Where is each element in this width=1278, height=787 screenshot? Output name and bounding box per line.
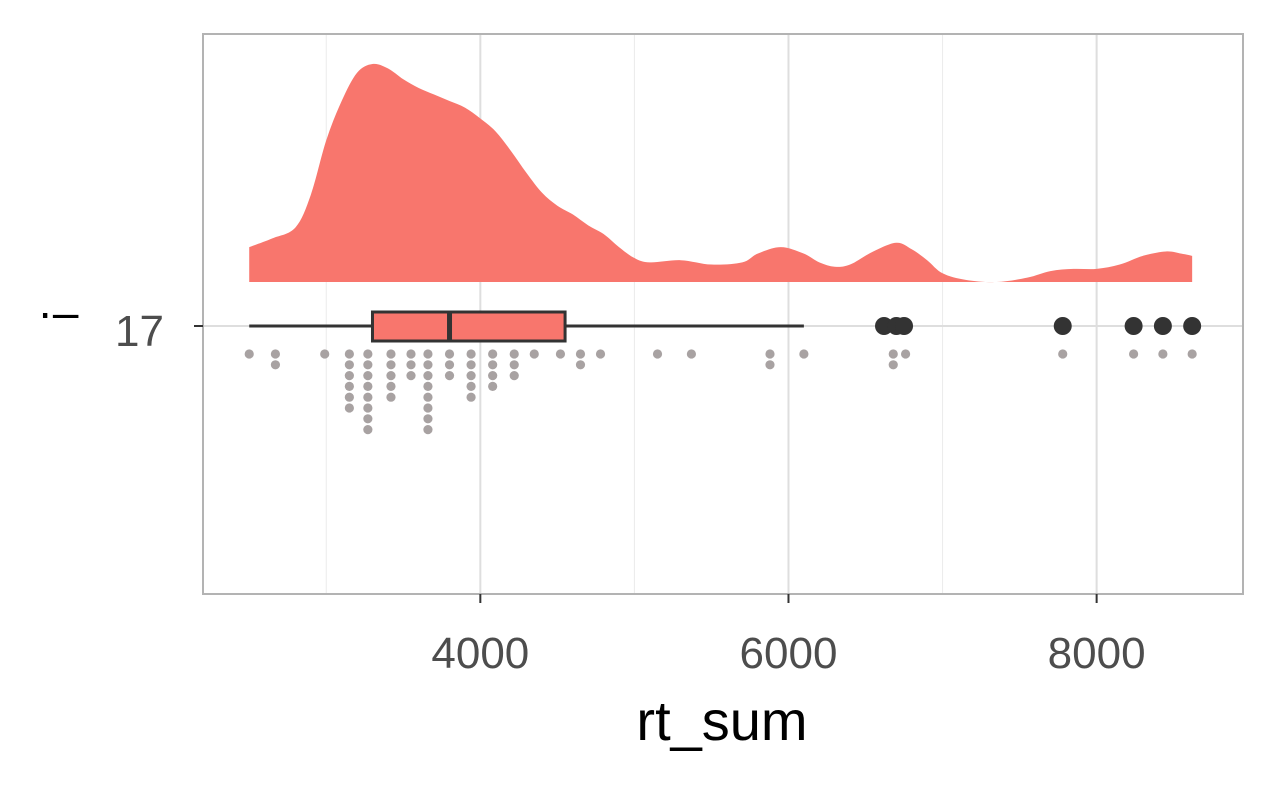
- data-dot: [529, 349, 539, 359]
- data-dot: [386, 349, 396, 359]
- density-cloud: [249, 63, 1193, 283]
- data-dot: [344, 392, 354, 402]
- axis-ticks: 4000 6000 8000: [194, 325, 1146, 678]
- outlier-points: [875, 317, 1202, 335]
- data-dot: [466, 349, 476, 359]
- x-tick-label-4000: 4000: [431, 629, 529, 678]
- data-dot: [686, 349, 697, 359]
- data-dot: [386, 381, 396, 391]
- data-dot: [244, 349, 254, 359]
- box-iqr: [370, 310, 567, 343]
- data-dot: [423, 414, 433, 424]
- data-dot: [423, 349, 433, 359]
- data-dot: [466, 360, 476, 370]
- x-tick-label-6000: 6000: [740, 629, 838, 678]
- data-dot: [344, 371, 354, 381]
- data-dot: [363, 392, 373, 402]
- data-dot: [270, 360, 281, 370]
- data-dot: [363, 371, 373, 381]
- data-dot: [423, 360, 433, 370]
- data-dot: [1129, 349, 1139, 359]
- data-dot: [406, 371, 416, 381]
- data-dot: [344, 360, 354, 370]
- data-dot: [363, 414, 373, 424]
- data-dot: [406, 349, 416, 359]
- data-dot: [575, 349, 586, 359]
- data-dot: [320, 349, 330, 359]
- density-area: [249, 63, 1193, 283]
- data-dot: [270, 349, 281, 359]
- data-dot: [466, 381, 476, 391]
- data-dot: [652, 349, 663, 359]
- data-dot: [423, 403, 433, 413]
- data-dot: [444, 371, 455, 381]
- data-dot: [363, 381, 373, 391]
- data-dot: [488, 381, 498, 391]
- data-dot: [509, 371, 519, 381]
- raw-data-dots: [244, 349, 1197, 435]
- data-dot: [363, 425, 373, 435]
- data-dot: [1058, 349, 1068, 359]
- data-dot: [488, 349, 498, 359]
- data-dot: [509, 360, 519, 370]
- data-dot: [575, 360, 586, 370]
- data-dot: [423, 392, 433, 402]
- data-dot: [765, 360, 775, 370]
- x-axis-title: rt_sum: [636, 689, 807, 752]
- panel-border: [202, 33, 1244, 595]
- data-dot: [444, 349, 455, 359]
- data-dot: [595, 349, 606, 359]
- data-dot: [509, 349, 519, 359]
- outlier-point: [1183, 317, 1202, 335]
- outlier-point: [1053, 317, 1072, 335]
- outlier-point: [875, 317, 894, 335]
- data-dot: [423, 425, 433, 435]
- data-dot: [423, 381, 433, 391]
- data-dot: [466, 371, 476, 381]
- outlier-point: [895, 317, 914, 335]
- data-dot: [363, 360, 373, 370]
- data-dot: [555, 349, 566, 359]
- data-dot: [363, 349, 373, 359]
- x-tick-label-8000: 8000: [1048, 629, 1146, 678]
- data-dot: [466, 392, 476, 402]
- data-dot: [1158, 349, 1168, 359]
- data-dot: [444, 360, 455, 370]
- outlier-point: [1124, 317, 1143, 335]
- data-dot: [488, 371, 498, 381]
- data-dot: [888, 360, 898, 370]
- data-dot: [888, 349, 898, 359]
- data-dot: [386, 392, 396, 402]
- data-dot: [765, 349, 775, 359]
- data-dot: [386, 371, 396, 381]
- data-dot: [488, 360, 498, 370]
- outlier-point: [1153, 317, 1172, 335]
- data-dot: [344, 403, 354, 413]
- data-dot: [900, 349, 911, 359]
- data-dot: [423, 371, 433, 381]
- data-dot: [406, 360, 416, 370]
- data-dot: [344, 349, 354, 359]
- boxplot: [249, 310, 804, 343]
- data-dot: [363, 403, 373, 413]
- data-dot: [344, 381, 354, 391]
- y-tick-label-17: 17: [115, 307, 164, 356]
- y-axis-title: ·–: [38, 286, 79, 338]
- data-dot: [1187, 349, 1197, 359]
- data-dot: [386, 360, 396, 370]
- data-dot: [799, 349, 809, 359]
